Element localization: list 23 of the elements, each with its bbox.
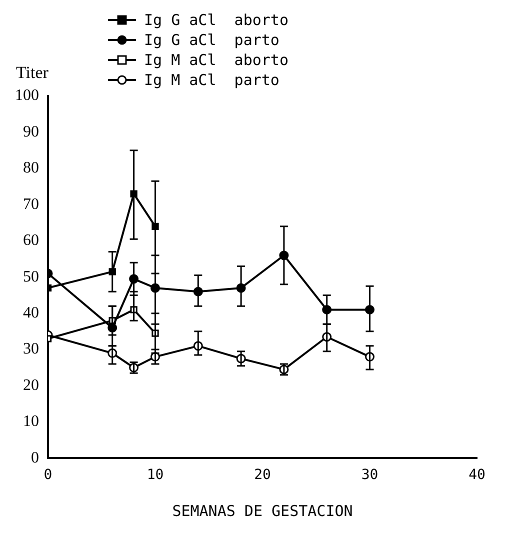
y-tick-label: 40 <box>23 304 39 322</box>
y-tick-label: 30 <box>23 340 39 358</box>
y-tick-label: 10 <box>23 413 39 430</box>
legend-label: Ig G aCl parto <box>144 30 280 50</box>
y-tick-label: 100 <box>15 87 39 104</box>
y-tick-label: 80 <box>23 160 39 177</box>
x-tick-label: 30 <box>361 467 378 484</box>
point <box>130 190 138 198</box>
x-axis-title: SEMANAS DE GESTACION <box>172 502 353 520</box>
legend-label: Ig M aCl aborto <box>144 50 288 70</box>
y-tick-label: 50 <box>23 268 39 286</box>
x-tick-label: 10 <box>146 467 164 484</box>
y-tick-label: 90 <box>23 123 39 140</box>
legend-label: Ig M aCl parto <box>144 70 280 90</box>
y-tick-label: 70 <box>23 196 39 213</box>
y-tick-label: 60 <box>23 232 39 250</box>
x-tick-label: 40 <box>468 467 486 484</box>
y-tick-label: 20 <box>23 376 39 394</box>
x-tick-label: 0 <box>44 467 52 484</box>
x-tick-label: 20 <box>254 467 271 484</box>
y-tick-label: 0 <box>31 449 39 466</box>
legend-label: Ig G aCl aborto <box>144 10 288 30</box>
y-axis-title: Titer <box>16 62 49 82</box>
